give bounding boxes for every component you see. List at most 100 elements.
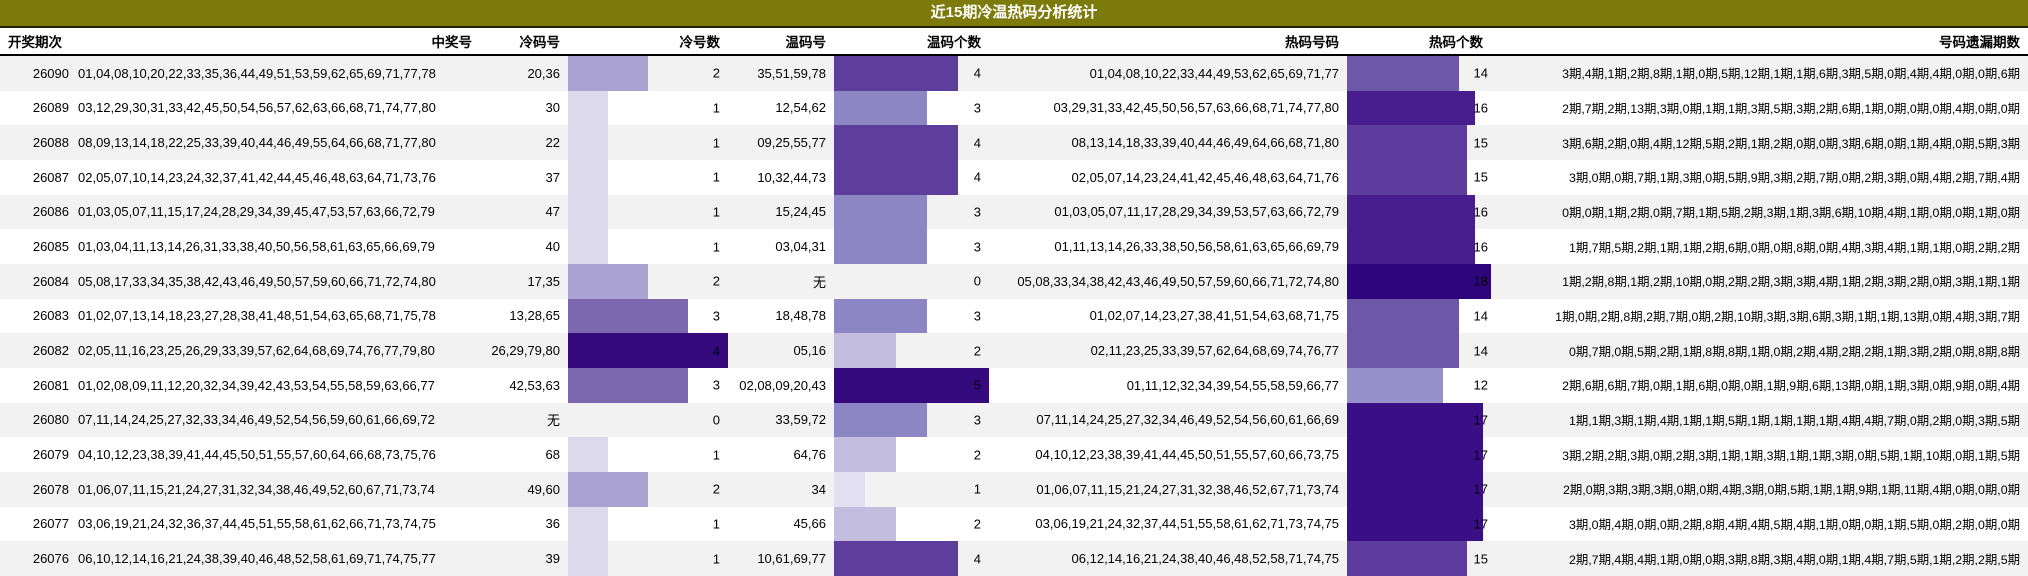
table-row: 26083 01,02,07,13,14,18,23,27,28,38,41,4… (0, 298, 2028, 334)
warm-count-bar (834, 506, 896, 542)
period-cell: 26078 (32, 481, 69, 497)
warm-count-cell: 2 (826, 437, 989, 472)
hot-count-cell: 15 (1339, 541, 1491, 576)
table-row: 26079 04,10,12,23,38,39,41,44,45,50,51,5… (0, 437, 2028, 472)
winning-numbers-cell: 05,08,17,33,34,35,38,42,43,46,49,50,57,5… (78, 273, 436, 289)
omission-cell: 1期,0期,2期,8期,2期,7期,0期,2期,10期,3期,3期,6期,3期,… (1555, 309, 2020, 324)
warm-count-cell: 3 (826, 90, 989, 126)
cold-count-bar (568, 541, 608, 576)
winning-numbers-cell: 01,03,05,07,11,15,17,24,28,29,34,39,45,4… (78, 204, 435, 220)
warm-numbers-cell: 03,04,31 (775, 239, 826, 255)
warm-count-value: 3 (973, 239, 981, 255)
hot-numbers-cell: 02,05,07,14,23,24,41,42,45,46,48,63,64,7… (1071, 169, 1339, 185)
warm-count-cell: 2 (826, 506, 989, 542)
winning-numbers-cell: 06,10,12,14,16,21,24,38,39,40,46,48,52,5… (78, 551, 436, 567)
cold-numbers-cell: 13,28,65 (509, 308, 560, 324)
winning-numbers-cell: 02,05,11,16,23,25,26,29,33,39,57,62,64,6… (78, 343, 435, 359)
cold-count-bar (568, 56, 648, 91)
warm-numbers-cell: 02,08,09,20,43 (739, 377, 826, 393)
warm-count-value: 4 (973, 169, 981, 185)
cold-numbers-cell: 68 (545, 447, 560, 463)
hot-count-value: 14 (1473, 65, 1488, 81)
period-cell: 26079 (32, 447, 69, 463)
table-body: 26090 01,04,08,10,20,22,33,35,36,44,49,5… (0, 56, 2028, 576)
header-row: 开奖期次 中奖号 冷码号 冷号数 温码号 温码个数 热码号码 热码个数 号码遗漏… (0, 28, 2028, 56)
cold-count-bar (568, 194, 608, 230)
cold-count-value: 1 (712, 204, 720, 220)
warm-count-cell: 3 (826, 298, 989, 334)
omission-cell: 1期,7期,5期,2期,1期,1期,2期,6期,0期,0期,8期,0期,4期,3… (1568, 240, 2020, 255)
hot-count-value: 17 (1473, 516, 1488, 532)
hot-count-bar (1347, 56, 1459, 91)
period-cell: 26085 (32, 239, 69, 255)
warm-count-bar (834, 367, 989, 403)
table-row: 26078 01,06,07,11,15,21,24,27,31,32,34,3… (0, 471, 2028, 507)
cold-count-value: 2 (712, 65, 720, 81)
cold-numbers-cell: 37 (545, 169, 560, 185)
warm-numbers-cell: 35,51,59,78 (757, 65, 826, 81)
table-row: 26076 06,10,12,14,16,21,24,38,39,40,46,4… (0, 541, 2028, 576)
hot-count-bar (1347, 263, 1491, 299)
warm-count-bar (834, 471, 865, 507)
hot-count-bar (1347, 402, 1483, 438)
hot-count-bar (1347, 90, 1475, 126)
warm-count-bar (834, 56, 958, 91)
col-header-omission: 号码遗漏期数 (1939, 35, 2020, 50)
cold-numbers-cell: 49,60 (527, 481, 560, 497)
cold-numbers-cell: 26,29,79,80 (491, 343, 560, 359)
warm-numbers-cell: 18,48,78 (775, 308, 826, 324)
warm-count-value: 0 (973, 273, 981, 289)
hot-count-value: 15 (1473, 169, 1488, 185)
cold-count-value: 3 (712, 377, 720, 393)
hot-numbers-cell: 03,29,31,33,42,45,50,56,57,63,66,68,71,7… (1053, 100, 1339, 116)
col-header-winning: 中奖号 (431, 35, 473, 50)
table-row: 26089 03,12,29,30,31,33,42,45,50,54,56,5… (0, 90, 2028, 126)
cold-numbers-cell: 30 (545, 100, 560, 116)
warm-count-value: 1 (973, 481, 981, 497)
table-row: 26088 08,09,13,14,18,22,25,33,39,40,44,4… (0, 125, 2028, 160)
winning-numbers-cell: 01,04,08,10,20,22,33,35,36,44,49,51,53,5… (78, 65, 436, 81)
cold-count-cell: 1 (560, 229, 728, 264)
warm-count-value: 3 (973, 204, 981, 220)
table-row: 26082 02,05,11,16,23,25,26,29,33,39,57,6… (0, 333, 2028, 368)
col-header-period: 开奖期次 (8, 35, 62, 50)
period-cell: 26082 (32, 343, 69, 359)
hot-count-bar (1347, 471, 1483, 507)
hot-count-value: 17 (1473, 412, 1488, 428)
warm-numbers-cell: 09,25,55,77 (757, 135, 826, 151)
cold-count-cell: 2 (560, 56, 728, 91)
cold-count-cell: 0 (560, 403, 728, 438)
omission-cell: 0期,0期,1期,2期,0期,7期,1期,5期,2期,3期,1期,3期,6期,1… (1562, 205, 2020, 220)
hot-count-value: 15 (1473, 135, 1488, 151)
warm-count-cell: 3 (826, 194, 989, 230)
cold-count-value: 4 (712, 343, 720, 359)
table-row: 26080 07,11,14,24,25,27,32,33,34,46,49,5… (0, 402, 2028, 438)
warm-numbers-cell: 64,76 (793, 447, 826, 463)
cold-count-value: 2 (712, 273, 720, 289)
cold-count-cell: 1 (560, 194, 728, 230)
table-row: 26085 01,03,04,11,13,14,26,31,33,38,40,5… (0, 229, 2028, 264)
cold-count-value: 1 (712, 551, 720, 567)
cold-count-bar (568, 298, 688, 334)
cold-numbers-cell: 42,53,63 (509, 377, 560, 393)
hot-count-bar (1347, 367, 1443, 403)
hot-count-bar (1347, 159, 1467, 195)
cold-count-bar (568, 229, 608, 264)
hot-count-value: 16 (1473, 239, 1488, 255)
col-header-hot-numbers: 热码号码 (1285, 35, 1339, 50)
warm-count-bar (834, 125, 958, 160)
col-header-hot-count: 热码个数 (1429, 35, 1483, 50)
winning-numbers-cell: 07,11,14,24,25,27,32,33,34,46,49,52,54,5… (78, 412, 435, 428)
period-cell: 26090 (32, 65, 69, 81)
hot-count-value: 12 (1473, 377, 1488, 393)
cold-numbers-cell: 36 (545, 516, 560, 532)
hot-numbers-cell: 02,11,23,25,33,39,57,62,64,68,69,74,76,7… (1090, 343, 1339, 359)
cold-numbers-cell: 17,35 (527, 273, 560, 289)
cold-count-value: 1 (712, 516, 720, 532)
hot-count-value: 17 (1473, 481, 1488, 497)
hot-count-bar (1347, 125, 1467, 160)
warm-count-bar (834, 541, 958, 576)
cold-count-value: 1 (712, 135, 720, 151)
omission-cell: 3期,0期,0期,7期,1期,3期,0期,5期,9期,3期,2期,7期,0期,2… (1568, 171, 2020, 186)
cold-count-bar (568, 437, 608, 472)
